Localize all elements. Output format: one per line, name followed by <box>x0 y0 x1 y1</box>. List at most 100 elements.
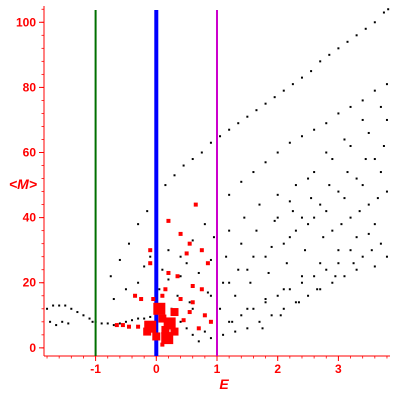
black-point <box>288 288 291 291</box>
black-point <box>364 158 367 161</box>
black-point <box>64 304 67 307</box>
black-point <box>176 294 179 297</box>
black-point <box>385 83 388 86</box>
black-point <box>310 197 313 200</box>
black-point <box>124 320 127 323</box>
red-point <box>160 293 165 298</box>
black-point <box>70 307 73 310</box>
black-point <box>58 304 61 307</box>
black-point <box>179 320 182 323</box>
black-point <box>146 210 149 213</box>
black-point <box>197 271 200 274</box>
black-point <box>228 193 231 196</box>
black-point <box>240 180 243 183</box>
black-point <box>355 236 358 239</box>
black-point <box>91 320 94 323</box>
black-point <box>373 89 376 92</box>
black-point <box>373 21 376 24</box>
black-point <box>385 255 388 258</box>
black-point <box>100 322 103 325</box>
black-point <box>358 210 361 213</box>
red-point <box>184 251 189 256</box>
black-point <box>179 275 182 278</box>
red-point <box>153 302 166 315</box>
black-point <box>376 197 379 200</box>
black-point <box>252 171 255 174</box>
black-point <box>334 275 337 278</box>
black-point <box>191 333 194 336</box>
red-point <box>166 218 171 223</box>
black-point <box>285 262 288 265</box>
black-point <box>240 242 243 245</box>
black-point <box>61 320 64 323</box>
black-point <box>355 268 358 271</box>
black-point <box>379 242 382 245</box>
black-point <box>173 174 176 177</box>
red-point <box>139 297 144 302</box>
red-point <box>193 202 198 207</box>
black-point <box>112 324 115 327</box>
black-point <box>361 118 364 121</box>
black-point <box>225 255 228 258</box>
red-point <box>202 313 207 318</box>
red-point <box>196 326 201 331</box>
black-point <box>109 275 112 278</box>
black-point <box>261 327 264 330</box>
red-point <box>187 241 192 246</box>
black-point <box>231 320 234 323</box>
red-point <box>158 314 167 323</box>
black-point <box>255 109 258 112</box>
red-point <box>175 274 180 279</box>
black-point <box>67 322 70 325</box>
black-point <box>337 249 340 252</box>
black-point <box>273 219 276 222</box>
black-point <box>300 275 303 278</box>
black-point <box>88 317 91 320</box>
black-point <box>179 255 182 258</box>
black-point <box>249 281 252 284</box>
black-point <box>234 294 237 297</box>
red-point <box>208 319 213 324</box>
black-point <box>300 281 303 284</box>
red-point <box>161 332 174 345</box>
black-point <box>264 255 267 258</box>
black-point <box>222 281 225 284</box>
red-point <box>205 261 210 266</box>
black-point <box>203 223 206 226</box>
black-point <box>328 184 331 187</box>
black-point <box>337 112 340 115</box>
black-point <box>325 268 328 271</box>
x-tick-label: -1 <box>90 362 101 376</box>
red-point <box>148 261 153 266</box>
black-point <box>188 301 191 304</box>
black-point <box>246 115 249 118</box>
black-point <box>297 301 300 304</box>
black-point <box>137 281 140 284</box>
black-point <box>352 262 355 265</box>
black-point <box>282 288 285 291</box>
black-point <box>137 317 140 320</box>
black-point <box>143 265 146 268</box>
black-point <box>291 210 294 213</box>
black-point <box>118 258 121 261</box>
black-point <box>288 236 291 239</box>
black-point <box>385 190 388 193</box>
black-point <box>264 161 267 164</box>
black-point <box>367 203 370 206</box>
x-tick-label: 2 <box>274 362 281 376</box>
x-tick-label: 3 <box>335 362 342 376</box>
y-tick-label: 0 <box>29 341 36 355</box>
red-point <box>126 324 131 329</box>
black-point <box>288 141 291 144</box>
black-point <box>349 249 352 252</box>
black-point <box>373 223 376 226</box>
x-tick-label: 1 <box>214 362 221 376</box>
red-point <box>166 270 171 275</box>
black-point <box>313 275 316 278</box>
black-point <box>325 122 328 125</box>
black-point <box>182 164 185 167</box>
red-point <box>178 231 183 236</box>
black-point <box>197 340 200 343</box>
x-axis-label: E <box>219 376 229 392</box>
black-point <box>379 105 382 108</box>
